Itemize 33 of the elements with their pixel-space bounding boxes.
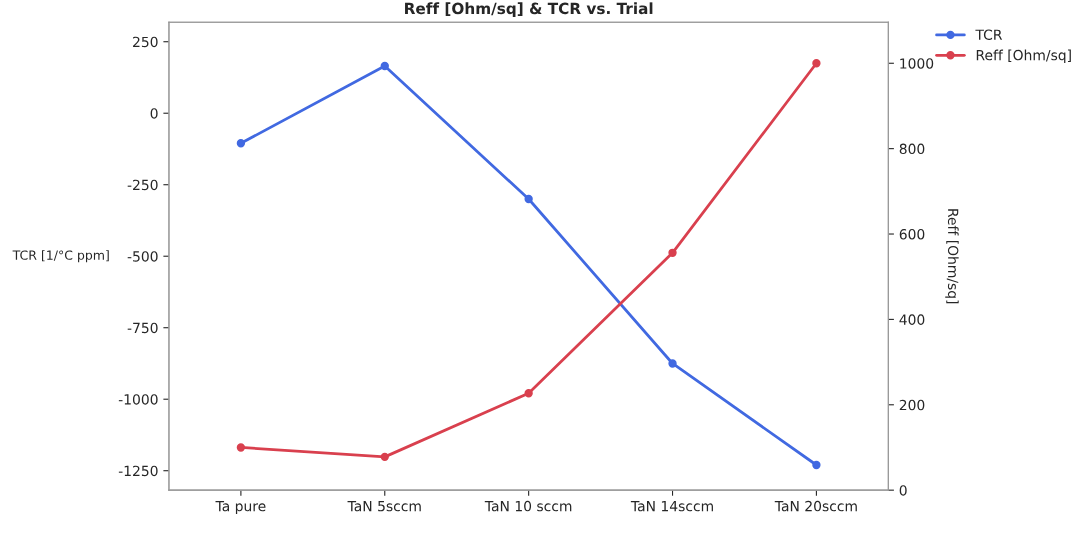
y-tick-label: -250 [127, 179, 158, 191]
y-tick-label: -750 [127, 322, 158, 334]
y-tick-label: -1000 [118, 394, 158, 405]
point [668, 359, 677, 368]
point [236, 443, 246, 452]
x-tick-label: TaN 14sccm [630, 501, 713, 512]
y-tick-label: -1250 [118, 465, 158, 477]
legend-label: Reff [Ohm/sq] [976, 49, 1071, 64]
point [668, 248, 677, 257]
y2-axis-title: Reff [Ohm/sq] [945, 209, 959, 304]
y2-tick-label: 200 [899, 399, 925, 411]
y-tick-label: 250 [133, 36, 158, 48]
y-tick-label: 0 [150, 108, 158, 119]
x-tick-label: Ta pure [215, 501, 266, 515]
y-axis-title: TCR [1/°C ppm] [12, 250, 109, 263]
y-tick-label: -500 [127, 251, 158, 262]
y2-tick-label: 1000 [900, 58, 934, 69]
point [380, 61, 389, 71]
y2-tick-label: 600 [899, 228, 925, 240]
chart-title: Reff [Ohm/sq] & TCR vs. Trial [405, 2, 653, 18]
point [524, 194, 533, 204]
x-tick-label: TaN 10 sccm [484, 500, 572, 512]
point [812, 59, 821, 68]
x-tick-label: TaN 5sccm [347, 501, 421, 512]
y2-tick-label: 0 [899, 485, 907, 496]
legend-label: TCR [975, 29, 1003, 40]
point [524, 389, 533, 398]
x-tick-label: TaN 20sccm [774, 500, 857, 512]
point [236, 139, 246, 148]
y2-tick-label: 800 [899, 143, 925, 155]
y2-tick-label: 400 [899, 314, 925, 325]
point [380, 452, 389, 462]
point [812, 460, 821, 470]
